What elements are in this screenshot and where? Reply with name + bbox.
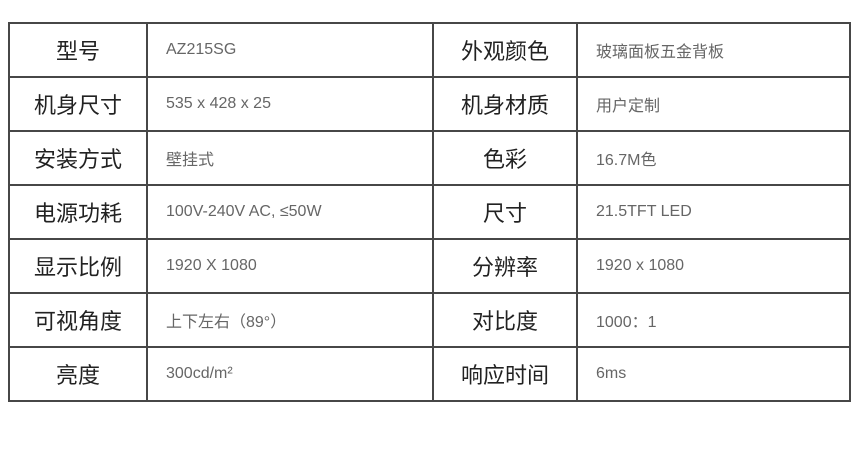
spec-label: 机身尺寸: [8, 76, 148, 132]
spec-row: 安装方式 壁挂式 色彩 16.7M色: [8, 130, 851, 186]
spec-value: 壁挂式: [146, 130, 434, 186]
spec-value: 1920 x 1080: [576, 238, 851, 294]
spec-label: 安装方式: [8, 130, 148, 186]
spec-value: 100V-240V AC, ≤50W: [146, 184, 434, 240]
spec-row: 机身尺寸 535 x 428 x 25 机身材质 用户定制: [8, 76, 851, 132]
spec-value: 21.5TFT LED: [576, 184, 851, 240]
spec-value: 上下左右（89°）: [146, 292, 434, 348]
spec-value: 6ms: [576, 346, 851, 402]
spec-table: 型号 AZ215SG 外观颜色 玻璃面板五金背板 机身尺寸 535 x 428 x 25 机…: [8, 22, 851, 402]
spec-label: 电源功耗: [8, 184, 148, 240]
spec-value: 16.7M色: [576, 130, 851, 186]
spec-label: 分辨率: [432, 238, 578, 294]
spec-value: 300cd/m²: [146, 346, 434, 402]
spec-value: 用户定制: [576, 76, 851, 132]
spec-label: 对比度: [432, 292, 578, 348]
spec-value: 1920 X 1080: [146, 238, 434, 294]
spec-label: 显示比例: [8, 238, 148, 294]
spec-row: 电源功耗 100V-240V AC, ≤50W 尺寸 21.5TFT LED: [8, 184, 851, 240]
spec-label: 响应时间: [432, 346, 578, 402]
spec-value: 1000：1: [576, 292, 851, 348]
spec-value: 535 x 428 x 25: [146, 76, 434, 132]
spec-label: 尺寸: [432, 184, 578, 240]
spec-label: 可视角度: [8, 292, 148, 348]
spec-row: 亮度 300cd/m² 响应时间 6ms: [8, 346, 851, 402]
spec-label: 型号: [8, 22, 148, 78]
spec-label: 亮度: [8, 346, 148, 402]
spec-label: 机身材质: [432, 76, 578, 132]
spec-label: 外观颜色: [432, 22, 578, 78]
spec-row: 显示比例 1920 X 1080 分辨率 1920 x 1080: [8, 238, 851, 294]
spec-row: 型号 AZ215SG 外观颜色 玻璃面板五金背板: [8, 22, 851, 78]
spec-label: 色彩: [432, 130, 578, 186]
spec-value: AZ215SG: [146, 22, 434, 78]
spec-value: 玻璃面板五金背板: [576, 22, 851, 78]
spec-row: 可视角度 上下左右（89°） 对比度 1000：1: [8, 292, 851, 348]
